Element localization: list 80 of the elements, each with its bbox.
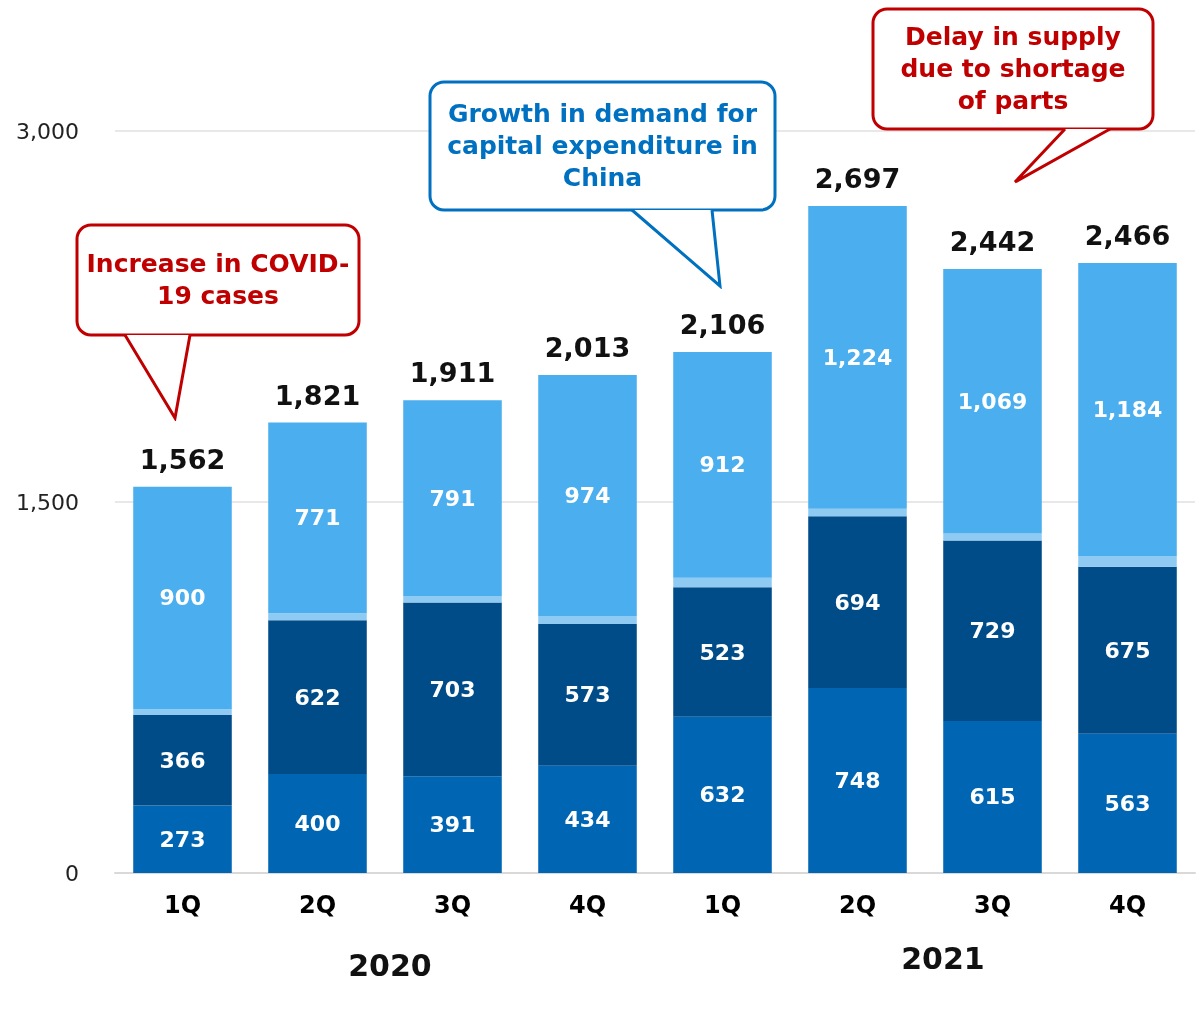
data-label: 1,069 bbox=[957, 388, 1028, 414]
total-label: 2,697 bbox=[814, 162, 901, 194]
data-label: 974 bbox=[564, 483, 611, 509]
total-label: 2,013 bbox=[544, 332, 631, 364]
annotation: Growth in demand for capital expenditure in China bbox=[446, 98, 759, 194]
text: Delay in supply due to shortage of parts bbox=[899, 21, 1127, 117]
bar bbox=[268, 774, 367, 873]
data-label: 1,184 bbox=[1092, 397, 1163, 422]
text: 2020 bbox=[348, 947, 432, 983]
bar bbox=[133, 714, 232, 806]
x-tick-label: 4Q bbox=[568, 891, 607, 919]
bar bbox=[538, 375, 637, 617]
bar bbox=[808, 516, 907, 688]
data-label: 391 bbox=[429, 812, 476, 838]
data-label: 675 bbox=[1104, 637, 1151, 663]
y-tick-label: 3,000 bbox=[16, 118, 79, 144]
data-label: 563 bbox=[1104, 790, 1151, 816]
bar bbox=[133, 709, 232, 715]
data-label: 434 bbox=[564, 806, 611, 832]
total-label: 1,562 bbox=[139, 443, 226, 475]
bar bbox=[133, 805, 232, 873]
data-label: 729 bbox=[969, 618, 1016, 644]
text: 2021 bbox=[901, 940, 985, 976]
bar bbox=[268, 613, 367, 621]
total-label: 2,466 bbox=[1084, 220, 1171, 252]
bar bbox=[1078, 555, 1177, 567]
x-tick-label: 2Q bbox=[298, 891, 337, 919]
bar bbox=[808, 205, 907, 509]
bar bbox=[1078, 263, 1177, 556]
bar bbox=[538, 616, 637, 624]
total-label: 1,911 bbox=[409, 357, 496, 389]
bar bbox=[808, 687, 907, 873]
data-label: 573 bbox=[564, 682, 611, 708]
data-label: 694 bbox=[834, 589, 881, 615]
bar bbox=[1078, 566, 1177, 734]
bar bbox=[943, 269, 1042, 534]
bar bbox=[808, 508, 907, 517]
data-label: 1,224 bbox=[822, 344, 893, 370]
data-label: 771 bbox=[294, 505, 341, 531]
data-label: 632 bbox=[699, 782, 746, 808]
bar bbox=[538, 765, 637, 873]
total-label: 2,106 bbox=[679, 309, 766, 341]
x-tick-label: 1Q bbox=[163, 891, 202, 919]
x-tick-label: 3Q bbox=[433, 891, 472, 919]
data-label: 622 bbox=[294, 684, 341, 710]
bar bbox=[673, 352, 772, 578]
bar bbox=[268, 422, 367, 614]
bar bbox=[943, 720, 1042, 873]
x-tick-label: 2Q bbox=[838, 891, 877, 919]
x-tick-label: 4Q bbox=[1108, 891, 1147, 919]
bar bbox=[403, 602, 502, 777]
data-label: 748 bbox=[834, 768, 881, 793]
bar bbox=[403, 400, 502, 596]
data-label: 912 bbox=[699, 452, 746, 478]
y-tick-label: 0 bbox=[65, 860, 79, 886]
bar bbox=[943, 540, 1042, 721]
bar bbox=[673, 577, 772, 588]
bar bbox=[673, 716, 772, 873]
total-label: 2,442 bbox=[949, 226, 1036, 258]
x-tick-label: 3Q bbox=[973, 891, 1012, 919]
x-tick-label: 1Q bbox=[703, 891, 742, 919]
bar bbox=[538, 623, 637, 766]
data-label: 703 bbox=[429, 676, 476, 702]
bar bbox=[268, 620, 367, 775]
y-tick-label: 1,500 bbox=[16, 489, 79, 515]
data-label: 366 bbox=[159, 747, 206, 773]
data-label: 791 bbox=[429, 485, 476, 511]
data-label: 900 bbox=[159, 585, 206, 611]
data-label: 273 bbox=[159, 826, 206, 852]
total-label: 1,821 bbox=[274, 379, 361, 411]
data-label: 615 bbox=[969, 784, 1016, 810]
bar bbox=[673, 587, 772, 717]
bar bbox=[1078, 733, 1177, 873]
data-label: 400 bbox=[294, 811, 341, 837]
data-label: 523 bbox=[699, 639, 746, 665]
bar bbox=[403, 595, 502, 603]
annotation: Increase in COVID-19 cases bbox=[85, 248, 351, 312]
bar bbox=[403, 776, 502, 873]
bar bbox=[943, 533, 1042, 541]
bar bbox=[133, 486, 232, 710]
